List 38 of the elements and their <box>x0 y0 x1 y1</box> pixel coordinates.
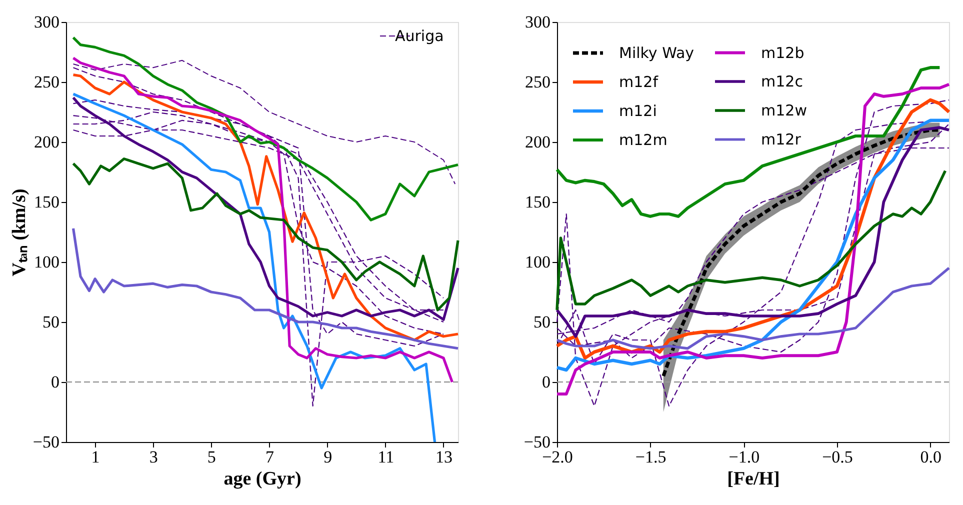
x-tick-label: 0.0 <box>920 448 942 466</box>
y-tick-label: 100 <box>34 252 60 272</box>
legend-label: m12r <box>761 130 802 148</box>
legend-label: Milky Way <box>619 44 694 62</box>
y-tick-label: 0 <box>51 372 60 392</box>
x-axis-title: age (Gyr) <box>224 468 302 490</box>
x-tick-label: 9 <box>324 448 332 466</box>
y-tick-label: 100 <box>525 252 550 272</box>
x-tick-label: 1 <box>91 448 100 466</box>
x-tick-label: −1.5 <box>635 448 666 466</box>
legend-label: m12c <box>761 72 803 90</box>
y-tick-label: 50 <box>534 312 550 332</box>
x-tick-label: 3 <box>149 448 158 466</box>
y-tick-label: 300 <box>525 12 550 32</box>
y-tick-label: 250 <box>525 72 550 92</box>
x-tick-label: −0.5 <box>822 448 853 466</box>
text: Auriga <box>395 27 444 45</box>
y-tick-label: 150 <box>34 192 60 212</box>
legend-label: m12w <box>761 102 807 120</box>
y-tick-label: 200 <box>34 132 60 152</box>
x-tick-label: 13 <box>435 448 452 466</box>
y-tick-label: 50 <box>42 312 60 332</box>
y-tick-label: 200 <box>525 132 550 152</box>
x-tick-label: 7 <box>266 448 275 466</box>
y-axis-title: Vₜₐₙ (km/s) <box>8 188 30 276</box>
y-tick-label: 150 <box>525 192 550 212</box>
x-tick-label: 5 <box>207 448 216 466</box>
x-tick-label: 11 <box>378 448 394 466</box>
legend-label: m12b <box>761 44 804 62</box>
y-tick-label: 0 <box>542 372 550 392</box>
legend-label: m12i <box>619 102 657 120</box>
x-axis-title: [Fe/H] <box>727 468 780 490</box>
y-tick-label: 300 <box>34 12 60 32</box>
y-tick-label: 250 <box>34 72 60 92</box>
y-tick-label: −50 <box>32 432 60 452</box>
x-tick-label: −1.0 <box>728 448 760 466</box>
legend-label: m12m <box>619 131 668 149</box>
legend-label: m12f <box>619 73 659 91</box>
